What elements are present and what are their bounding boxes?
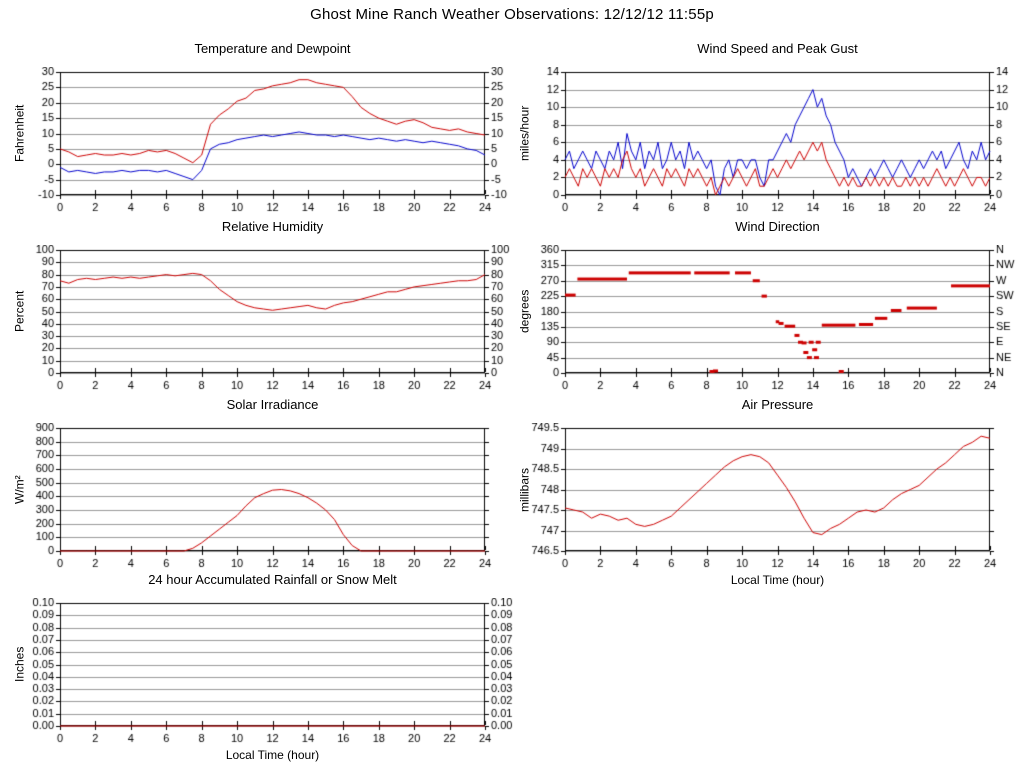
chart-title: 24 hour Accumulated Rainfall or Snow Mel… [148,572,397,587]
relative-humidity-plot-canvas [12,245,519,395]
chart-solar-irradiance: Solar Irradiance W/m² [12,397,519,589]
chart-title: Wind Direction [735,219,820,234]
solar-irradiance-plot-canvas [12,423,519,573]
chart-title: Solar Irradiance [226,397,319,412]
wind-speed-gust-plot-canvas [517,67,1024,217]
chart-title: Temperature and Dewpoint [194,41,351,56]
chart-relative-humidity: Relative Humidity Percent [12,219,519,411]
chart-air-pressure: Air Pressure millibars Local Time (hour) [517,397,1024,589]
air-pressure-plot-canvas [517,423,1024,573]
page-title: Ghost Mine Ranch Weather Observations: 1… [310,6,714,23]
chart-title: Relative Humidity [221,219,324,234]
x-axis-label: Local Time (hour) [225,748,320,762]
x-axis-label: Local Time (hour) [730,573,825,587]
wind-direction-plot-canvas [517,245,1024,395]
rainfall-plot-canvas [12,598,519,748]
temperature-dewpoint-plot-canvas [12,67,519,217]
chart-wind-direction: Wind Direction degrees [517,219,1024,411]
chart-title: Wind Speed and Peak Gust [697,41,858,56]
chart-rainfall: 24 hour Accumulated Rainfall or Snow Mel… [12,572,519,764]
chart-title: Air Pressure [741,397,814,412]
chart-temperature-dewpoint: Temperature and Dewpoint Fahrenheit [12,41,519,233]
chart-wind-speed-gust: Wind Speed and Peak Gust miles/hour [517,41,1024,233]
